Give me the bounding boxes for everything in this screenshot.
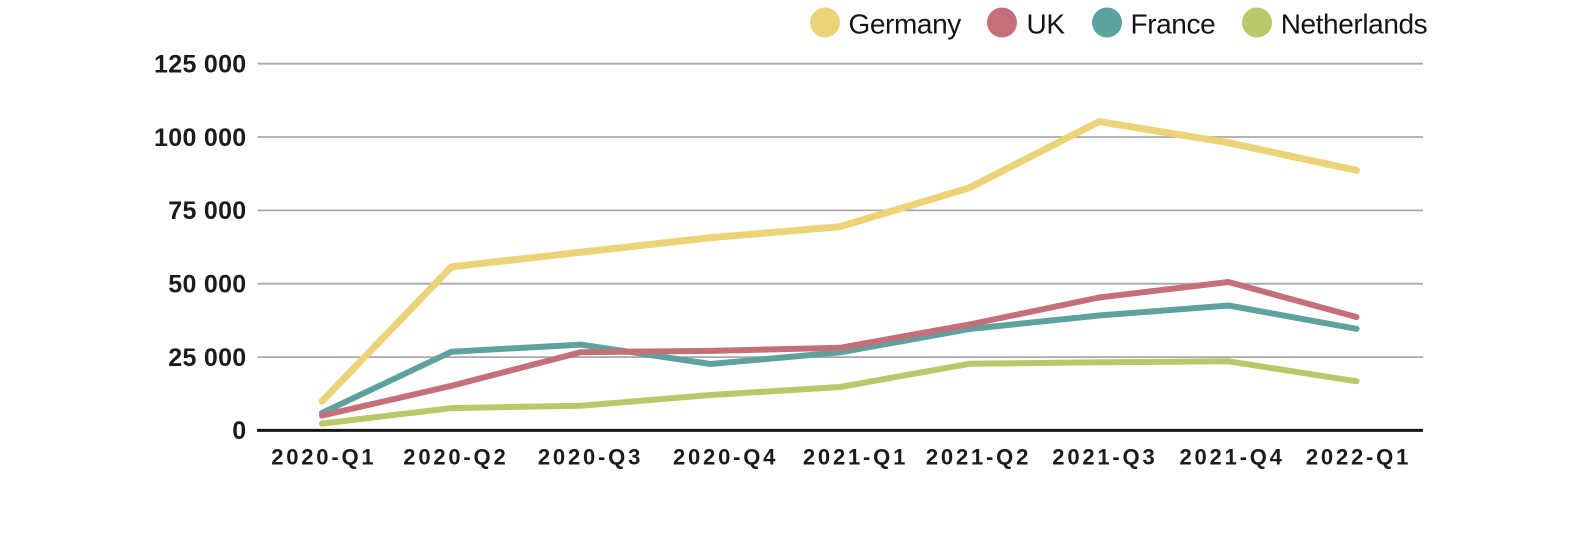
svg-text:Netherlands: Netherlands — [1281, 9, 1428, 40]
svg-text:2021-Q1: 2021-Q1 — [803, 444, 908, 469]
svg-text:0: 0 — [232, 417, 246, 445]
svg-text:2020-Q2: 2020-Q2 — [403, 444, 508, 469]
svg-text:2020-Q1: 2020-Q1 — [271, 444, 376, 469]
svg-text:2022-Q1: 2022-Q1 — [1306, 444, 1411, 469]
svg-text:2021-Q3: 2021-Q3 — [1052, 444, 1157, 469]
svg-text:25 000: 25 000 — [168, 344, 246, 372]
svg-text:Germany: Germany — [849, 9, 962, 40]
svg-text:2020-Q3: 2020-Q3 — [538, 444, 643, 469]
svg-text:2021-Q2: 2021-Q2 — [926, 444, 1031, 469]
svg-text:125 000: 125 000 — [154, 51, 246, 79]
svg-text:2020-Q4: 2020-Q4 — [673, 444, 778, 469]
svg-text:75 000: 75 000 — [168, 197, 246, 225]
svg-text:UK: UK — [1027, 9, 1066, 40]
svg-text:France: France — [1131, 9, 1216, 40]
svg-text:2021-Q4: 2021-Q4 — [1179, 444, 1284, 469]
svg-text:100 000: 100 000 — [154, 124, 246, 152]
svg-text:50 000: 50 000 — [168, 271, 246, 299]
